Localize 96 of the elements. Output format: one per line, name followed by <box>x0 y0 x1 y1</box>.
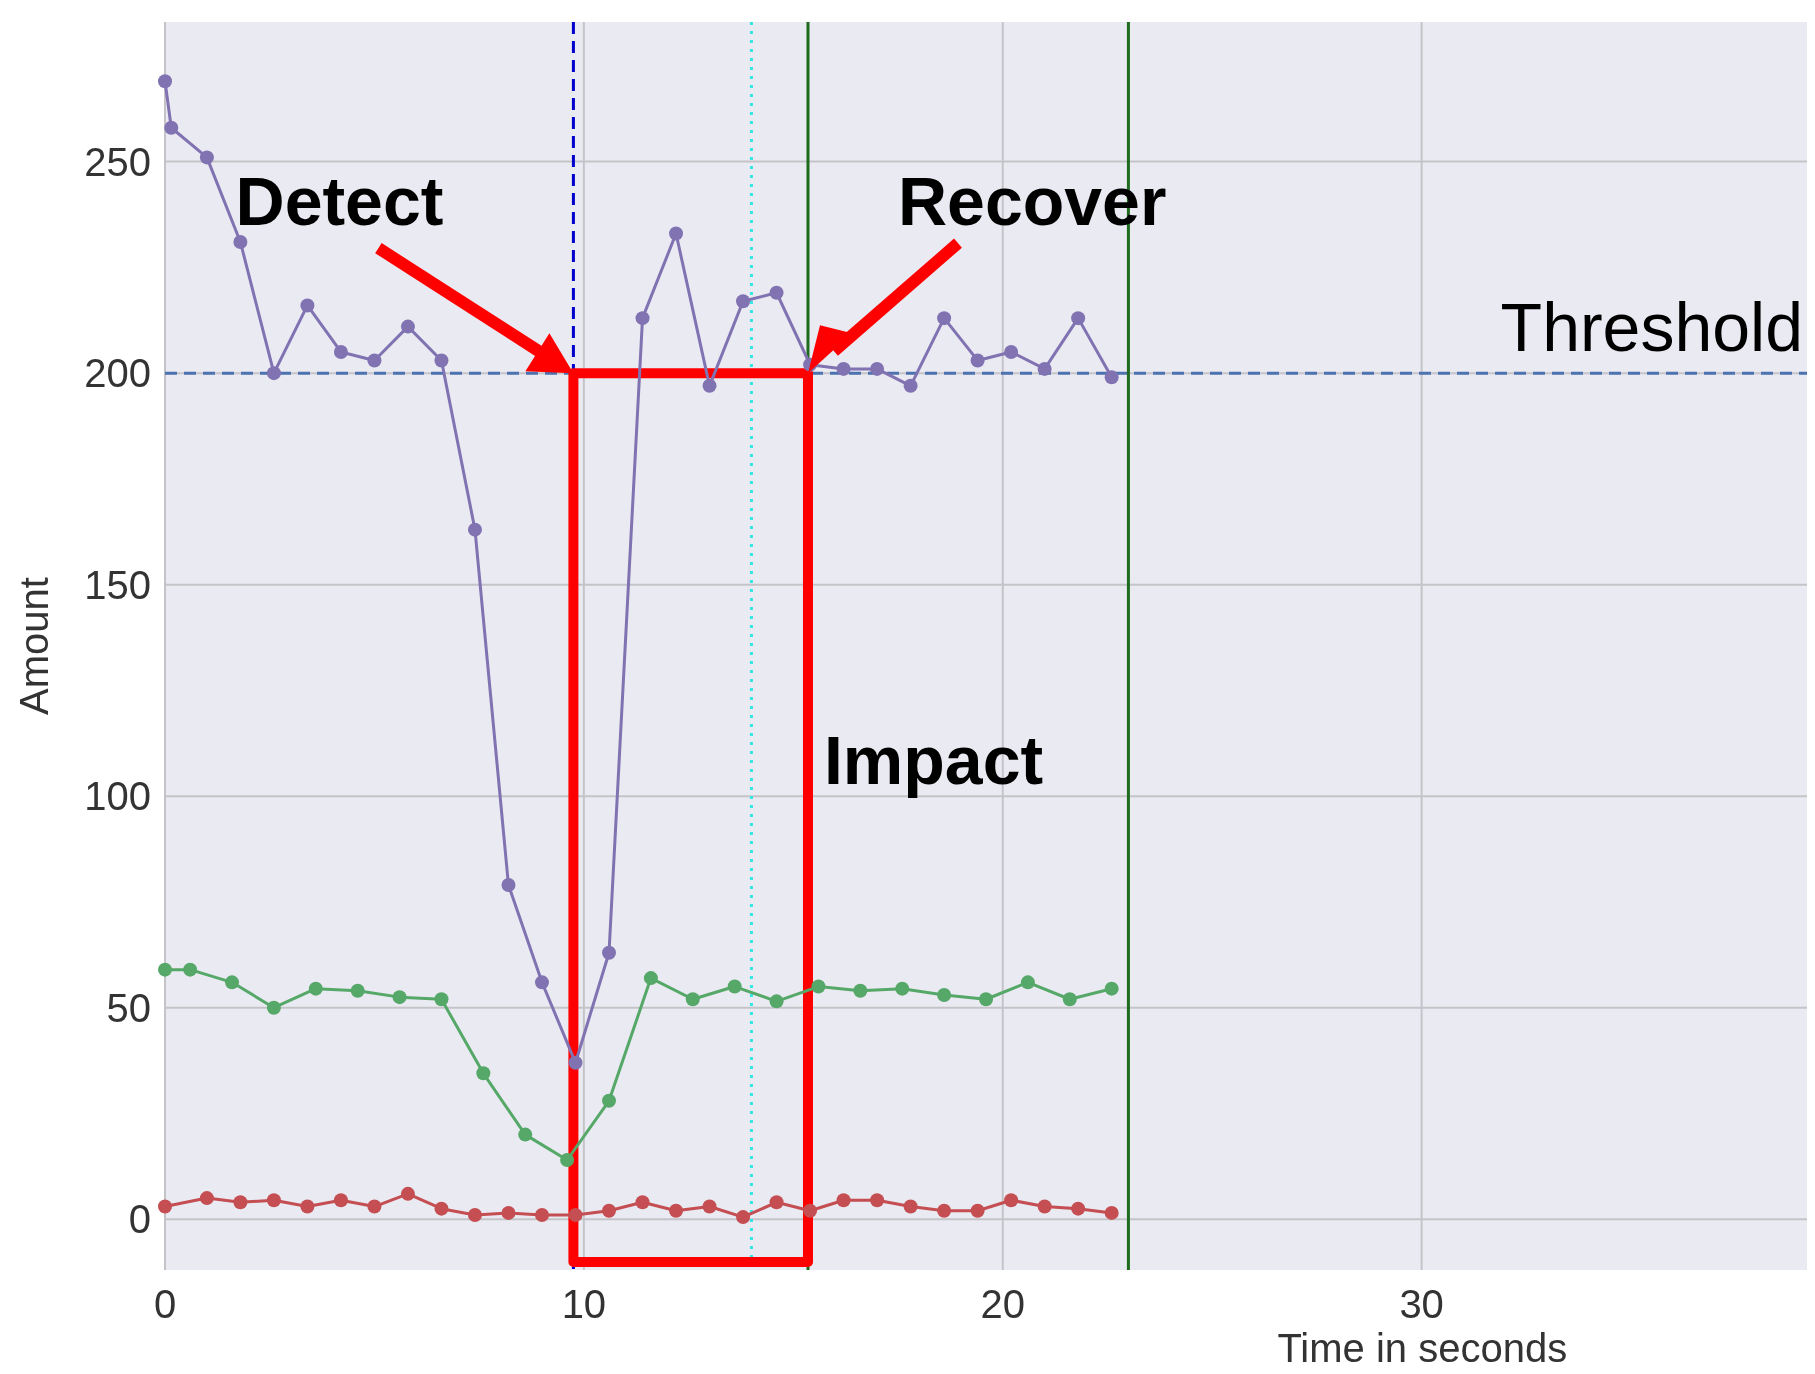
point <box>164 120 179 135</box>
y-axis-title: Amount <box>12 577 56 715</box>
point <box>1037 1199 1052 1214</box>
x-tick-label: 20 <box>980 1282 1026 1326</box>
point <box>568 1055 583 1070</box>
y-tick-label: 0 <box>128 1197 151 1242</box>
y-tick-label: 150 <box>84 562 151 607</box>
point <box>518 1127 533 1142</box>
x-tick-label: 10 <box>561 1282 607 1326</box>
point <box>702 1199 717 1214</box>
annotation: Detect <box>235 163 444 240</box>
point <box>602 1093 617 1108</box>
point <box>1004 1193 1019 1208</box>
point <box>392 990 407 1005</box>
point <box>333 1193 348 1208</box>
point <box>233 1195 248 1210</box>
point <box>199 150 214 165</box>
point <box>266 1193 281 1208</box>
point <box>669 1203 684 1218</box>
point <box>1004 344 1019 359</box>
point <box>635 311 650 326</box>
ref-line-label: Threshold <box>1500 289 1803 366</box>
point <box>937 988 952 1003</box>
x-tick-label: 30 <box>1399 1282 1444 1326</box>
point <box>937 311 952 326</box>
point <box>635 1195 650 1210</box>
y-tick-label: 250 <box>84 139 151 184</box>
point <box>836 1193 851 1208</box>
point <box>970 353 985 368</box>
point <box>895 981 910 996</box>
point <box>350 983 365 998</box>
point <box>1104 1205 1119 1220</box>
point <box>266 1000 281 1015</box>
point <box>836 361 851 376</box>
point <box>158 74 172 89</box>
point <box>534 975 549 990</box>
point <box>501 1205 516 1220</box>
point <box>300 298 315 313</box>
point <box>467 1208 482 1222</box>
point <box>602 1203 617 1218</box>
point <box>158 1199 172 1214</box>
point <box>400 319 415 334</box>
point <box>769 285 784 300</box>
point <box>853 983 868 998</box>
y-tick-label: 100 <box>84 774 151 819</box>
point <box>467 522 482 537</box>
point <box>568 1208 583 1222</box>
point <box>434 992 449 1007</box>
point <box>225 975 240 990</box>
point <box>333 344 348 359</box>
point <box>158 962 172 977</box>
point <box>434 353 449 368</box>
point <box>870 1193 885 1208</box>
point <box>1062 992 1077 1007</box>
point <box>1104 981 1119 996</box>
point <box>979 992 993 1007</box>
point <box>937 1203 952 1218</box>
point <box>727 979 742 994</box>
point <box>1020 975 1035 990</box>
point <box>669 226 684 241</box>
point <box>736 1210 751 1225</box>
point <box>233 234 248 249</box>
point <box>803 1203 818 1218</box>
point <box>400 1186 415 1201</box>
point <box>970 1203 985 1218</box>
y-tick-label: 200 <box>84 351 151 396</box>
point <box>476 1066 491 1081</box>
point <box>300 1199 315 1214</box>
point <box>367 353 382 368</box>
point <box>602 945 617 960</box>
point <box>769 994 784 1009</box>
point <box>685 992 700 1007</box>
point <box>903 1199 918 1214</box>
point <box>702 378 717 393</box>
point <box>560 1153 575 1168</box>
point <box>199 1191 214 1206</box>
point <box>183 962 198 977</box>
point <box>434 1201 449 1216</box>
point <box>367 1199 382 1214</box>
point <box>736 294 751 309</box>
point <box>870 361 885 376</box>
point <box>769 1195 784 1210</box>
point <box>534 1208 549 1222</box>
point <box>308 981 323 996</box>
point <box>1037 361 1052 376</box>
point <box>501 878 516 893</box>
point <box>1071 311 1086 326</box>
point <box>811 979 826 994</box>
annotation: Impact <box>823 721 1044 798</box>
x-axis-title: Time in seconds <box>1277 1326 1568 1370</box>
y-tick-label: 50 <box>106 985 151 1030</box>
point <box>1071 1201 1086 1216</box>
point <box>1104 370 1119 385</box>
point <box>903 378 918 393</box>
point <box>266 366 281 381</box>
point <box>643 971 658 986</box>
